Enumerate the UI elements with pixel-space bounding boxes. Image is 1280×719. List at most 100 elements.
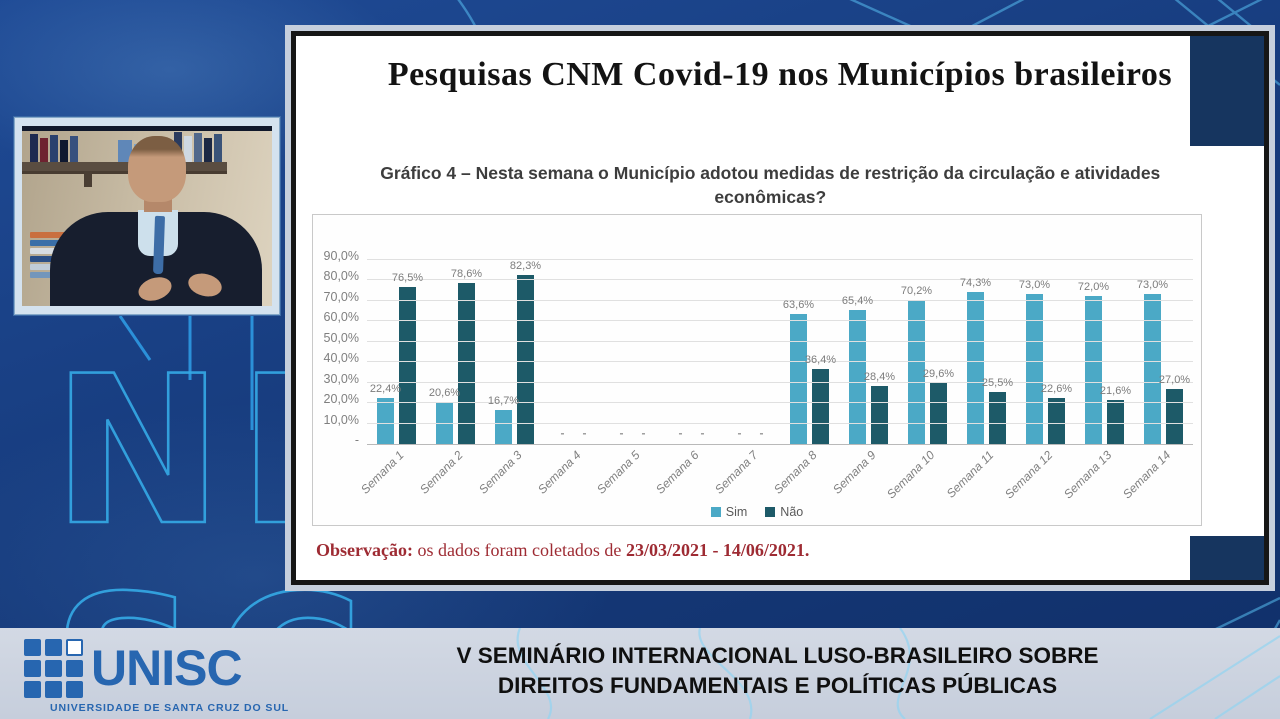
- bar-sim: [849, 309, 866, 444]
- bar-value-label: 70,2%: [900, 285, 933, 298]
- y-axis: 90,0% 80,0% 70,0% 60,0% 50,0% 40,0% 30,0% 20,0%…: [313, 221, 367, 448]
- bar-group: 22,4% 76,5%: [367, 221, 426, 444]
- bar-value-label: 36,4%: [804, 354, 837, 367]
- bar-sim: [1144, 294, 1161, 444]
- unisc-logo-text: UNISC: [91, 640, 243, 696]
- presentation-slide: Pesquisas CNM Covid-19 nos Municípios br…: [285, 25, 1275, 591]
- bar-value-label: 82,3%: [509, 260, 542, 273]
- unisc-grid-icon: [24, 639, 83, 698]
- bar-sim: [495, 409, 512, 444]
- legend-swatch-icon: [710, 507, 721, 517]
- bar-value-label: 29,6%: [922, 368, 955, 381]
- legend-item: Não: [765, 505, 803, 519]
- plot-area: 22,4% 76,5% 20,6% 78,6% 16,7% 82,3% - - - - - - - -63…: [367, 221, 1193, 445]
- bar-não: [458, 282, 475, 444]
- bookshelf: [22, 162, 227, 174]
- y-tick-label: 50,0%: [323, 330, 359, 345]
- bar-group: 63,6% 36,4%: [780, 221, 839, 444]
- y-tick-label: 10,0%: [323, 412, 359, 427]
- y-tick-label: -: [354, 433, 359, 447]
- bar-value-label: 28,4%: [863, 370, 896, 383]
- observation-label: Observação:: [316, 540, 413, 560]
- bar-group: 72,0% 21,6%: [1075, 221, 1134, 444]
- x-axis-labels: Semana 1 Semana 2 Semana 3 Semana 4 Semana 5…: [358, 445, 1193, 501]
- bar-não: [1166, 388, 1183, 444]
- bar-value-label: 27,0%: [1158, 373, 1191, 386]
- seminar-title-line2: DIREITOS FUNDAMENTAIS E POLÍTICAS PÚBLIC…: [497, 672, 1058, 698]
- bar-value-label: 73,0%: [1018, 279, 1051, 292]
- bar-group: 20,6% 78,6%: [426, 221, 485, 444]
- y-tick-label: 30,0%: [323, 371, 359, 386]
- bar-group: 70,2% 29,6%: [898, 221, 957, 444]
- bar-group: --: [721, 221, 780, 444]
- bar-value-label: 21,6%: [1099, 384, 1132, 397]
- bar-chart: 90,0% 80,0% 70,0% 60,0% 50,0% 40,0% 30,0% 20,0%…: [312, 214, 1202, 526]
- observation-dates: 23/03/2021 - 14/06/2021.: [625, 540, 810, 560]
- bar-sim: [967, 291, 984, 444]
- bar-sim: [377, 398, 394, 444]
- bar-group: 74,3% 25,5%: [957, 221, 1016, 444]
- seminar-title-line1: V SEMINÁRIO INTERNACIONAL LUSO-BRASILEIR…: [456, 643, 1099, 668]
- bar-value-label: 72,0%: [1077, 281, 1110, 294]
- unisc-logo-subtitle: UNIVERSIDADE DE SANTA CRUZ DO SUL: [50, 702, 290, 714]
- y-tick-label: 80,0%: [323, 269, 359, 283]
- observation-note: Observação: os dados foram coletados de …: [316, 540, 809, 561]
- no-data-marker: -: [641, 426, 646, 440]
- y-tick-label: 20,0%: [323, 392, 359, 406]
- chart-title: Gráfico 4 – Nesta semana o Município ado…: [380, 163, 1161, 207]
- y-tick-label: 90,0%: [323, 248, 359, 263]
- books-left: [30, 132, 78, 162]
- legend-label: Sim: [725, 505, 748, 519]
- bar-value-label: 63,6%: [782, 298, 815, 311]
- chart-legend: Sim Não: [313, 501, 1201, 523]
- y-tick-label: 40,0%: [323, 351, 359, 365]
- no-data-marker: -: [759, 426, 764, 440]
- bar-value-label: 16,7%: [487, 394, 520, 407]
- bar-group: 73,0% 22,6%: [1016, 221, 1075, 444]
- bar-não: [989, 391, 1006, 444]
- slide-title: Pesquisas CNM Covid-19 nos Municípios br…: [387, 56, 1173, 93]
- y-tick-label: 60,0%: [323, 310, 359, 324]
- bar-não: [1107, 399, 1124, 444]
- no-data-marker: -: [700, 426, 705, 440]
- bar-sim: [1085, 296, 1102, 444]
- bar-value-label: 20,6%: [428, 386, 461, 399]
- legend-item: Sim: [710, 505, 748, 519]
- y-tick-label: 70,0%: [323, 289, 359, 304]
- no-data-marker: -: [737, 426, 742, 440]
- seminar-title: V SEMINÁRIO INTERNACIONAL LUSO-BRASILEIR…: [290, 641, 1265, 700]
- bar-sim: [790, 313, 807, 444]
- bar-value-label: 73,0%: [1136, 279, 1169, 292]
- slide-corner-block-bottom: [1190, 536, 1264, 580]
- no-data-marker: -: [678, 426, 683, 440]
- no-data-marker: -: [582, 426, 587, 440]
- bar-group: 16,7% 82,3%: [485, 221, 544, 444]
- bar-group: --: [603, 221, 662, 444]
- webcam-video: [14, 117, 280, 315]
- bar-group: 65,4% 28,4%: [839, 221, 898, 444]
- bar-value-label: 22,6%: [1040, 382, 1073, 395]
- bar-não: [399, 287, 416, 444]
- no-data-marker: -: [619, 426, 624, 440]
- bar-value-label: 78,6%: [450, 267, 483, 280]
- unisc-logo: UNISC UNIVERSIDADE DE SANTA CRUZ DO SUL: [24, 639, 289, 714]
- speaker-tie: [152, 215, 166, 275]
- bar-sim: [1026, 294, 1043, 444]
- footer-banner: UNISC UNIVERSIDADE DE SANTA CRUZ DO SUL …: [0, 628, 1280, 719]
- bar-value-label: 76,5%: [391, 272, 424, 285]
- bar-não: [812, 369, 829, 444]
- observation-text: os dados foram coletados de: [412, 540, 626, 560]
- bar-value-label: 74,3%: [959, 276, 992, 289]
- speaker-face: [128, 136, 186, 202]
- bar-não: [1048, 397, 1065, 444]
- bar-value-label: 22,4%: [369, 383, 402, 396]
- bar-sim: [908, 300, 925, 444]
- legend-label: Não: [780, 505, 804, 519]
- bar-group: 73,0% 27,0%: [1134, 221, 1193, 444]
- bar-não: [517, 275, 534, 444]
- x-axis-label: Semana 1: [357, 448, 407, 497]
- bar-não: [930, 383, 947, 444]
- bar-value-label: 65,4%: [841, 294, 874, 307]
- bar-group: --: [544, 221, 603, 444]
